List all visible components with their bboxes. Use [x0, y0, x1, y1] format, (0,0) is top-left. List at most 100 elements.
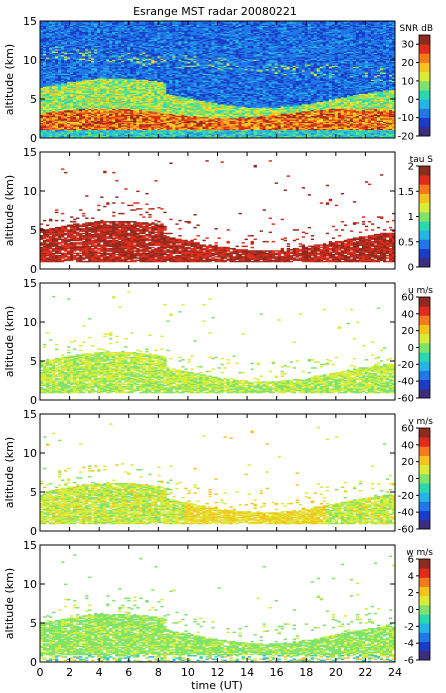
colorbar-label: tau S [410, 155, 434, 165]
colorbar: v m/s -60 -40 -20 0 20 40 60 [398, 417, 434, 536]
y-axis-label: altitude (km) [3, 568, 16, 639]
colorbar-swatch [419, 257, 430, 268]
colorbar-swatch [419, 614, 430, 624]
y-tick-label: 5 [30, 355, 37, 368]
colorbar-swatch [419, 53, 430, 63]
chart-title: Esrange MST radar 20080221 [133, 5, 297, 18]
x-tick-label: 16 [270, 666, 284, 679]
colorbar-swatch [419, 455, 430, 466]
colorbar-tick-label: 0 [408, 263, 414, 274]
colorbar-swatch [419, 595, 430, 606]
colorbar-label: w m/s [406, 548, 433, 558]
colorbar-swatch [419, 126, 430, 137]
colorbar-tick-label: -40 [398, 377, 414, 388]
colorbar-swatch [419, 230, 430, 240]
colorbar-swatch [419, 62, 430, 73]
colorbar-swatch [419, 71, 430, 82]
colorbar-swatch [419, 577, 430, 587]
colorbar-swatch [419, 315, 430, 325]
colorbar-tick-label: -20 [398, 491, 414, 502]
y-tick-label: 15 [23, 539, 37, 552]
panel-3: 0 5 10 15 altitude (km) u m/s -60 -40 -20 0 20 40 60 [3, 277, 433, 407]
heatmap-image [40, 291, 396, 394]
y-tick-label: 10 [23, 447, 37, 460]
colorbar-swatch [419, 352, 430, 362]
colorbar-swatch [419, 623, 430, 633]
colorbar-swatch [419, 641, 430, 652]
colorbar-swatch [419, 248, 430, 259]
colorbar-swatch [419, 519, 430, 530]
colorbar-swatch [419, 44, 430, 54]
colorbar-swatch [419, 342, 430, 353]
y-tick-label: 5 [30, 224, 37, 237]
x-tick-label: 0 [37, 666, 44, 679]
y-tick-label: 15 [23, 408, 37, 421]
colorbar-tick-label: 40 [401, 309, 414, 320]
colorbar: tau S 0 0.5 1 1.5 2 [398, 155, 433, 274]
y-tick-label: 15 [23, 15, 37, 28]
colorbar: u m/s -60 -40 -20 0 20 40 60 [398, 286, 434, 405]
colorbar-swatch [419, 604, 430, 615]
colorbar-tick-label: 40 [401, 440, 414, 451]
colorbar-swatch [419, 193, 430, 204]
colorbar-swatch [419, 306, 430, 316]
colorbar-tick-label: 60 [401, 293, 414, 304]
colorbar-swatch [419, 90, 430, 100]
colorbar-tick-label: 60 [401, 424, 414, 435]
colorbar-tick-label: 0 [408, 95, 414, 106]
x-tick-label: 12 [211, 666, 225, 679]
colorbar-tick-label: 6 [408, 555, 414, 566]
colorbar-tick-label: -60 [398, 394, 414, 405]
colorbar-label: SNR dB [400, 24, 433, 34]
colorbar-swatch [419, 388, 430, 399]
colorbar-tick-label: 30 [401, 40, 414, 51]
colorbar-tick-label: 1.5 [398, 187, 414, 198]
heatmap-image [40, 554, 396, 663]
colorbar-swatch [419, 175, 430, 185]
y-tick-label: 10 [23, 54, 37, 67]
heatmap-image [40, 21, 396, 139]
colorbar-swatch [419, 586, 430, 597]
x-axis: 0 2 4 6 8 10 12 14 16 18 20 22 24 [37, 666, 403, 679]
panel-5: 0 5 10 15 altitude (km) w m/s -6 -4 -2 0 2 4 6 [3, 539, 433, 669]
colorbar-swatch [419, 446, 430, 456]
colorbar-swatch [419, 184, 430, 194]
colorbar-swatch [419, 473, 430, 484]
colorbar-swatch [419, 166, 430, 176]
heatmap-image [40, 160, 396, 263]
colorbar-swatch [419, 99, 430, 109]
colorbar-swatch [419, 437, 430, 447]
colorbar-swatch [419, 501, 430, 512]
y-tick-label: 15 [23, 277, 37, 290]
colorbar-tick-label: -2 [404, 622, 414, 633]
colorbar-swatch [419, 80, 430, 91]
colorbar-swatch [419, 632, 430, 643]
y-tick-label: 5 [30, 617, 37, 630]
y-axis-label: altitude (km) [3, 44, 16, 115]
colorbar-swatch [419, 492, 430, 502]
colorbar-swatch [419, 379, 430, 390]
x-tick-label: 24 [388, 666, 402, 679]
y-tick-label: 10 [23, 578, 37, 591]
x-tick-label: 14 [240, 666, 254, 679]
colorbar-tick-label: 20 [401, 326, 414, 337]
panel-4: 0 5 10 15 altitude (km) v m/s -60 -40 -20 0 20 40 60 [3, 408, 433, 538]
colorbar-tick-label: -60 [398, 525, 414, 536]
colorbar-swatch [419, 117, 430, 128]
colorbar-tick-label: 10 [401, 76, 414, 87]
x-tick-label: 4 [96, 666, 103, 679]
colorbar-swatch [419, 559, 430, 569]
panel-2: 0 5 10 15 altitude (km) tau S 0 0.5 1 1.5 2 [3, 146, 433, 276]
x-axis-label: time (UT) [191, 679, 243, 692]
y-tick-label: 0 [30, 525, 37, 538]
y-tick-label: 5 [30, 486, 37, 499]
panel-1: 0 5 10 15 altitude (km) SNR dB -20 -10 0 10 20 30 [3, 15, 433, 145]
colorbar-tick-label: -40 [398, 508, 414, 519]
colorbar-tick-label: 2 [408, 588, 414, 599]
colorbar-swatch [419, 239, 430, 250]
x-tick-label: 8 [155, 666, 162, 679]
colorbar-swatch [419, 35, 430, 45]
colorbar-swatch [419, 211, 430, 222]
